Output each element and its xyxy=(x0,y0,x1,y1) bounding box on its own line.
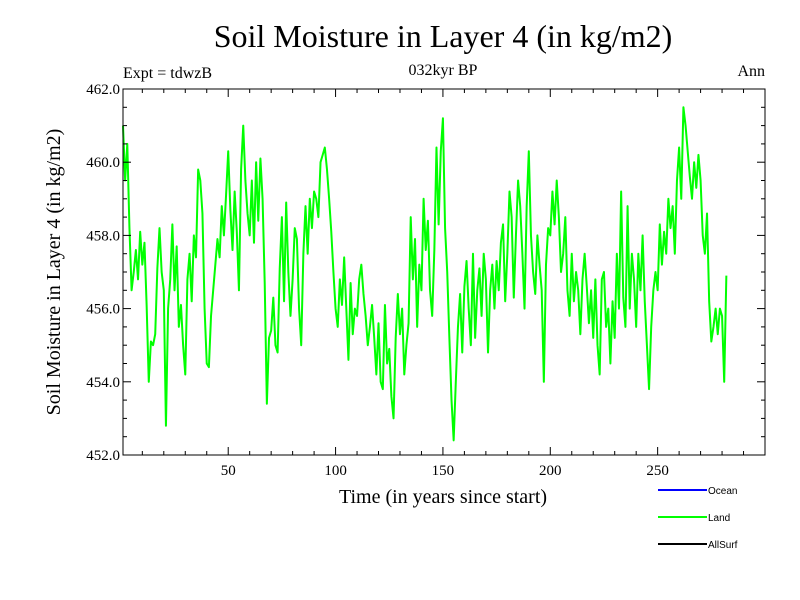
y-tick-label: 456.0 xyxy=(86,302,120,318)
legend-label-ocean: Ocean xyxy=(708,486,737,497)
legend-label-land: Land xyxy=(708,513,730,524)
series-line-land xyxy=(122,106,728,442)
y-tick-label: 458.0 xyxy=(86,228,120,244)
y-tick-label: 452.0 xyxy=(86,448,120,464)
x-tick-label: 100 xyxy=(324,463,347,479)
y-tick-label: 454.0 xyxy=(86,375,120,391)
x-axis-label: Time (in years since start) xyxy=(339,486,547,508)
y-tick-label: 460.0 xyxy=(86,155,120,171)
x-tick-label: 200 xyxy=(539,463,562,479)
y-axis-label: Soil Moisture in Layer 4 (in kg/m2) xyxy=(43,129,65,416)
x-tick-label: 150 xyxy=(432,463,455,479)
legend-label-allsurf: AllSurf xyxy=(708,540,738,551)
period-label: Ann xyxy=(737,63,765,80)
chart-title: Soil Moisture in Layer 4 (in kg/m2) xyxy=(214,18,673,54)
x-tick-label: 50 xyxy=(221,463,236,479)
y-tick-label: 462.0 xyxy=(86,82,120,98)
x-tick-label: 250 xyxy=(646,463,669,479)
chart-subtitle: 032kyr BP xyxy=(409,62,478,79)
experiment-label: Expt = tdwzB xyxy=(123,65,212,82)
